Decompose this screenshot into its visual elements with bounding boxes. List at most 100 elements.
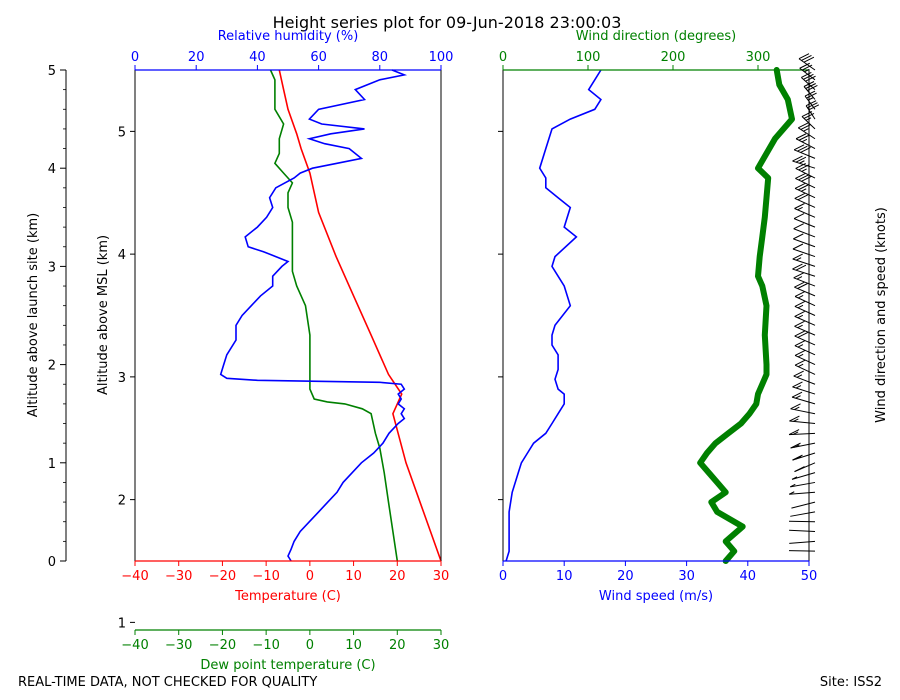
rh-tick-label: 60 [310, 50, 327, 65]
wind-barb-half-flag [796, 374, 803, 378]
wind-barb [789, 415, 816, 425]
wind-barb-staff [793, 375, 816, 385]
wind-barb-flag [798, 53, 810, 60]
thermo-ticks: 0 20 40 60 80 100−40 −30 −20 −10 0 10 20 30−40 −30 −20… [48, 50, 454, 653]
temperature-tick-label: 30 [433, 569, 450, 584]
wind-barb-flag [790, 403, 801, 410]
temperature-tick-label: 10 [345, 569, 362, 584]
wind-barb-half-flag [797, 324, 803, 329]
wind-barb-flag [794, 330, 805, 337]
wind-barb-flag [801, 64, 813, 71]
temperature-tick-label: −10 [252, 569, 279, 584]
wind-speed-tick-label: 30 [678, 569, 695, 584]
wind-barb [793, 272, 816, 287]
wind-barb-flag [790, 442, 801, 449]
wind-barb-half-flag [795, 257, 802, 261]
wind-barb [794, 310, 816, 326]
wind-barb-flag [799, 62, 810, 69]
wind-speed-line [505, 69, 602, 562]
launch-altitude-tick-label: 5 [48, 64, 56, 79]
msl-altitude-axis-label: Altitude above MSL (km) [96, 235, 111, 395]
msl-altitude-tick-label: 3 [118, 371, 126, 386]
wind-barb [790, 511, 816, 517]
wind-barb-flag [794, 203, 805, 209]
data-quality-note: REAL-TIME DATA, NOT CHECKED FOR QUALITY [18, 675, 317, 690]
wind-barb-half-flag [807, 97, 814, 101]
wind-barb-half-flag [799, 160, 805, 164]
msl-altitude-tick-label: 5 [118, 125, 126, 140]
wind-barb [794, 183, 816, 199]
wind-ticks: 0 100 200 300 0 10 20 30 40 50 [498, 50, 817, 584]
wind-barb-flag [793, 213, 805, 220]
wind-barb-flag [793, 223, 804, 230]
wind-direction-tick-label: 200 [661, 50, 686, 65]
wind-barb-flag [797, 283, 808, 289]
wind-barb-staff [790, 408, 816, 415]
wind-barb [798, 53, 816, 71]
wind-barb [789, 529, 816, 533]
wind-speed-axis-label: Wind speed (m/s) [599, 589, 713, 604]
wind-direction-tick-label: 100 [576, 50, 601, 65]
wind-barb-flag [792, 381, 803, 388]
rh-tick-label: 80 [372, 50, 389, 65]
dewpoint-tick-label: −10 [252, 638, 279, 653]
wind-barb-flag [794, 291, 806, 297]
rh-tick-label: 100 [429, 50, 454, 65]
temperature-tick-label: −30 [165, 569, 192, 584]
wind-barb-flag [798, 174, 809, 181]
wind-barb-flag [801, 175, 812, 182]
wind-barb [794, 193, 816, 208]
wind-barb [794, 320, 816, 336]
wind-barb-flag [792, 155, 803, 162]
temperature-axis-label: Temperature (C) [234, 589, 341, 604]
wind-barb-flag [792, 454, 803, 461]
wind-barb [792, 253, 816, 267]
wind-barb [792, 452, 816, 461]
wind-barb-staff [793, 228, 816, 238]
wind-barb-staff [794, 286, 816, 297]
wind-barb-half-flag [797, 294, 804, 299]
wind-barb-flag [791, 391, 803, 398]
wind-barb [794, 340, 816, 356]
wind-barb-flag [800, 124, 812, 130]
wind-barb [791, 472, 816, 480]
wind-speed-tick-label: 0 [499, 569, 507, 584]
wind-barb [794, 300, 816, 316]
wind-speed-line-group [505, 69, 602, 562]
wind-barb-half-flag [790, 483, 796, 488]
wind-barb-staff [794, 198, 816, 208]
wind-barb-staff [794, 345, 816, 356]
wind-barb-flag [788, 429, 800, 436]
wind-barb-half-flag [800, 188, 807, 192]
temperature-tick-label: 0 [306, 569, 314, 584]
wind-barb-flag [794, 340, 806, 347]
wind-barb-flag [800, 147, 811, 153]
wind-barb-flag [794, 193, 806, 199]
wind-barb [791, 501, 816, 509]
wind-barb-flag [801, 72, 812, 78]
msl-altitude-tick-label: 4 [118, 248, 126, 263]
wind-barb-staff [794, 305, 816, 316]
wind-barb [793, 144, 816, 159]
dewpoint-tick-label: 20 [389, 638, 406, 653]
wind-barb [801, 72, 816, 91]
wind-speed-tick-label: 50 [801, 569, 818, 584]
wind-barb-flag [794, 310, 805, 317]
wind-barb-flag [805, 100, 817, 107]
wind-barb [794, 462, 816, 473]
wind-direction-line-group [697, 67, 795, 564]
dewpoint-line-group [269, 69, 399, 562]
wind-barb-half-flag [801, 168, 807, 172]
wind-speed-tick-label: 20 [617, 569, 634, 584]
temperature-tick-label: −20 [209, 569, 236, 584]
wind-barb-staff [791, 472, 816, 480]
wind-barb-flag [797, 184, 809, 191]
wind-barb [794, 349, 816, 366]
wind-panel: 0 100 200 300 0 10 20 30 40 50 Wind direction (de… [498, 29, 889, 604]
wind-barb [789, 491, 816, 495]
wind-barb [792, 155, 816, 169]
wind-barb-half-flag [795, 395, 801, 399]
wind-barb [794, 291, 816, 307]
wind-direction-tick-label: 300 [746, 50, 771, 65]
wind-barb-flag [795, 264, 807, 271]
